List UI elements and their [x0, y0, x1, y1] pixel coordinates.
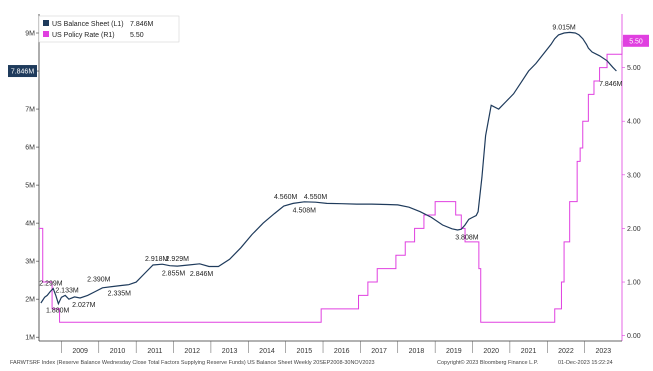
policy-rate-line	[39, 40, 623, 323]
footer: FARWTSRF Index (Reserve Balance Wednesda…	[10, 359, 613, 366]
x-axis-tick-label: 2022	[558, 348, 574, 355]
right-axis-tick-label: 0.00	[627, 333, 641, 340]
balance-sheet-line	[40, 31, 617, 306]
data-label: 4.560M	[274, 194, 298, 201]
left-axis-tick-label: 4M	[25, 221, 35, 228]
right-axis-tick-label: 4.00	[627, 119, 641, 126]
data-label: 4.508M	[293, 208, 317, 215]
x-axis-tick-label: 2019	[446, 348, 462, 355]
left-axis-tick-label: 9M	[25, 31, 35, 38]
balance-sheet-last-value-badge	[8, 65, 37, 78]
data-label: 9.015M	[552, 24, 576, 31]
data-label: 2.133M	[55, 287, 79, 294]
legend-value-balance-sheet: 7.846M	[130, 21, 154, 28]
legend-swatch-balance-sheet	[43, 20, 49, 26]
x-axis-tick-label: 2023	[596, 348, 612, 355]
data-label: 2.855M	[162, 270, 186, 277]
x-axis-tick-label: 2020	[483, 348, 499, 355]
policy-rate-last-value-text: 5.50	[629, 38, 643, 45]
x-axis-tick-label: 2016	[334, 348, 350, 355]
legend-value-policy-rate: 5.50	[130, 32, 144, 39]
right-axis-tick-label: 2.00	[627, 226, 641, 233]
data-label: 2.299M	[39, 281, 63, 288]
data-label: 2.027M	[72, 302, 96, 309]
footer-timestamp: 01-Dec-2023 15:22:24	[558, 360, 613, 366]
right-axis-tick-label: 3.00	[627, 172, 641, 179]
x-axis-tick-label: 2011	[147, 348, 162, 355]
data-label: 2.929M	[166, 256, 190, 263]
x-axis-tick-label: 2014	[259, 348, 275, 355]
x-axis-tick-label: 2021	[521, 348, 537, 355]
footer-copyright: Copyright© 2023 Bloomberg Finance L.P.	[437, 359, 539, 366]
data-label: 3.808M	[455, 234, 479, 241]
policy-rate-last-value-badge	[623, 34, 649, 47]
data-label: 4.550M	[304, 194, 328, 201]
data-label: 1.880M	[46, 308, 70, 315]
left-axis-tick-label: 7M	[25, 107, 35, 114]
data-label: 2.846M	[190, 271, 214, 278]
left-axis-tick-label: 1M	[25, 335, 35, 342]
left-axis-tick-label: 2M	[25, 297, 35, 304]
legend-label-balance-sheet: US Balance Sheet (L1)	[52, 21, 124, 28]
x-axis-tick-label: 2017	[371, 348, 387, 355]
balance-sheet-last-value-text: 7.846M	[11, 69, 35, 76]
x-axis-tick-label: 2010	[110, 348, 126, 355]
legend: US Balance Sheet (L1) 7.846M US Policy R…	[38, 15, 180, 43]
left-axis-tick-label: 5M	[25, 183, 35, 190]
legend-label-policy-rate: US Policy Rate (R1)	[52, 32, 115, 39]
data-label: 7.846M	[599, 81, 623, 88]
x-axis-tick-label: 2009	[72, 348, 88, 355]
x-axis-tick-label: 2018	[409, 348, 425, 355]
right-axis-tick-label: 1.00	[627, 280, 641, 287]
left-axis-tick-label: 3M	[25, 259, 35, 266]
legend-box	[38, 15, 180, 43]
data-label: 2.918M	[145, 256, 169, 263]
x-axis-tick-label: 2013	[222, 348, 238, 355]
x-axis-tick-label: 2012	[184, 348, 200, 355]
x-axis-tick-label: 2015	[297, 348, 313, 355]
legend-swatch-policy-rate	[43, 31, 49, 37]
data-label: 2.335M	[108, 291, 132, 298]
left-axis-tick-label: 6M	[25, 145, 35, 152]
plot-area: 1M2M3M4M5M6M7M8M9M0.001.002.003.004.005.…	[8, 14, 649, 355]
right-axis-tick-label: 5.00	[627, 65, 641, 72]
data-label: 2.390M	[87, 277, 111, 284]
footer-source: FARWTSRF Index (Reserve Balance Wednesda…	[10, 360, 375, 366]
